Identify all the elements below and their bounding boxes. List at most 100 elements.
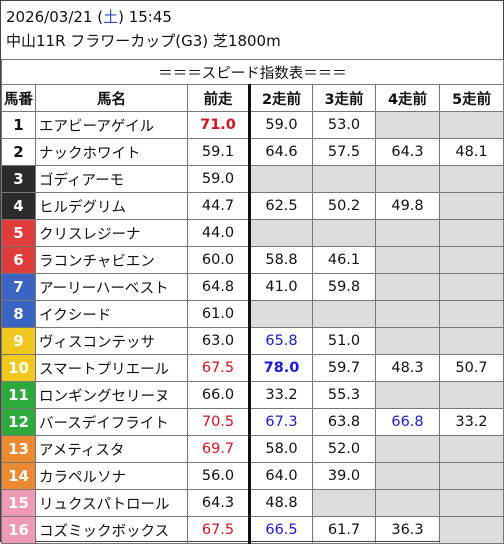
empty-index-cell — [438, 300, 504, 328]
speed-index-value: 64.6 — [249, 138, 313, 166]
speed-index-value: 50.2 — [312, 192, 376, 220]
speed-index-value: 44.0 — [187, 219, 251, 247]
table-row: 15 リュクスパトロール 64.3 48.8 — [1, 489, 504, 517]
horse-number: 12 — [1, 408, 36, 436]
speed-index-value: 64.8 — [187, 273, 251, 301]
speed-index-value: 67.3 — [249, 408, 313, 436]
empty-index-cell — [438, 165, 504, 193]
horse-name: イクシード — [35, 300, 188, 328]
speed-index-value: 39.0 — [312, 462, 376, 490]
column-header-2-races-ago: 2走前 — [249, 84, 313, 112]
speed-index-value: 59.1 — [187, 138, 251, 166]
empty-index-cell — [375, 246, 440, 274]
empty-index-cell — [375, 219, 440, 247]
speed-index-value: 71.0 — [187, 111, 251, 139]
empty-index-cell — [438, 516, 504, 544]
speed-index-value: 49.8 — [375, 192, 440, 220]
speed-index-value: 65.8 — [249, 327, 313, 355]
column-header-number: 馬番 — [1, 84, 36, 112]
empty-index-cell — [312, 489, 376, 517]
horse-name: アーリーハーベスト — [35, 273, 188, 301]
table-row: 13 アメティスタ 69.7 58.0 52.0 — [1, 435, 504, 463]
table-row: 4 ヒルデグリム 44.7 62.5 50.2 49.8 — [1, 192, 504, 220]
empty-index-cell — [312, 300, 376, 328]
horse-number: 3 — [1, 165, 36, 193]
column-header-5-races-ago: 5走前 — [438, 84, 504, 112]
speed-index-value: 61.7 — [312, 516, 376, 544]
speed-index-value: 60.0 — [187, 246, 251, 274]
speed-index-value: 66.0 — [187, 381, 251, 409]
speed-index-value: 36.3 — [375, 516, 440, 544]
empty-index-cell — [375, 111, 440, 139]
speed-index-value: 59.8 — [312, 273, 376, 301]
speed-index-value: 69.7 — [187, 435, 251, 463]
horse-name: アメティスタ — [35, 435, 188, 463]
speed-index-value: 59.0 — [187, 165, 251, 193]
empty-index-cell — [312, 219, 376, 247]
weekday-text: 土 — [103, 8, 119, 26]
date-text: 2026/03/21 ( — [6, 8, 104, 26]
speed-index-value: 58.8 — [249, 246, 313, 274]
horse-number: 16 — [1, 516, 36, 544]
empty-index-cell — [438, 219, 504, 247]
empty-index-cell — [375, 462, 440, 490]
empty-index-cell — [438, 273, 504, 301]
empty-index-cell — [438, 111, 504, 139]
speed-index-value: 70.5 — [187, 408, 251, 436]
empty-index-cell — [249, 165, 313, 193]
empty-index-cell — [249, 219, 313, 247]
table-row: 5 クリスレジーナ 44.0 — [1, 219, 504, 247]
speed-index-value: 64.3 — [375, 138, 440, 166]
empty-index-cell — [249, 300, 313, 328]
speed-index-value: 67.5 — [187, 354, 251, 382]
horse-name: スマートプリエール — [35, 354, 188, 382]
column-header-4-races-ago: 4走前 — [375, 84, 440, 112]
horse-number: 10 — [1, 354, 36, 382]
speed-index-value: 59.0 — [249, 111, 313, 139]
table-header-row: 馬番 馬名 前走 2走前 3走前 4走前 5走前 — [1, 84, 504, 112]
speed-index-value: 51.0 — [312, 327, 376, 355]
table-row: 12 バースデイフライト 70.5 67.3 63.8 66.8 33.2 — [1, 408, 504, 436]
horse-number: 4 — [1, 192, 36, 220]
horse-number: 5 — [1, 219, 36, 247]
empty-index-cell — [375, 489, 440, 517]
empty-index-cell — [438, 327, 504, 355]
empty-index-cell — [438, 381, 504, 409]
speed-index-value: 63.8 — [312, 408, 376, 436]
horse-name: ゴディアーモ — [35, 165, 188, 193]
horse-number: 8 — [1, 300, 36, 328]
horse-name: ヴィスコンテッサ — [35, 327, 188, 355]
horse-name: クリスレジーナ — [35, 219, 188, 247]
speed-index-value: 33.2 — [249, 381, 313, 409]
horse-name: ラコンチャビエン — [35, 246, 188, 274]
horse-name: ヒルデグリム — [35, 192, 188, 220]
speed-index-value: 58.0 — [249, 435, 313, 463]
empty-index-cell — [438, 192, 504, 220]
race-title: 中山11R フラワーカップ(G3) 芝1800m — [6, 32, 281, 50]
table-row: 2 ナックホワイト 59.1 64.6 57.5 64.3 48.1 — [1, 138, 504, 166]
speed-index-value: 53.0 — [312, 111, 376, 139]
speed-index-table: ＝＝＝スピード指数表＝＝＝ 馬番 馬名 前走 2走前 3走前 4走前 5走前 1… — [0, 59, 504, 544]
horse-name: コズミックボックス — [35, 516, 188, 544]
horse-number: 7 — [1, 273, 36, 301]
table-row: 11 ロンギングセリーヌ 66.0 33.2 55.3 — [1, 381, 504, 409]
column-header-3-races-ago: 3走前 — [312, 84, 376, 112]
speed-index-value: 44.7 — [187, 192, 251, 220]
empty-index-cell — [375, 435, 440, 463]
speed-index-value: 67.5 — [187, 516, 251, 544]
horse-number: 15 — [1, 489, 36, 517]
table-row: 14 カラペルソナ 56.0 64.0 39.0 — [1, 462, 504, 490]
speed-index-value: 56.0 — [187, 462, 251, 490]
horse-name: エアビーアゲイル — [35, 111, 188, 139]
speed-index-value: 48.8 — [249, 489, 313, 517]
horse-name: ナックホワイト — [35, 138, 188, 166]
horse-name: カラペルソナ — [35, 462, 188, 490]
empty-index-cell — [375, 300, 440, 328]
horse-number: 14 — [1, 462, 36, 490]
speed-index-value: 64.3 — [187, 489, 251, 517]
empty-index-cell — [438, 489, 504, 517]
speed-index-value: 59.7 — [312, 354, 376, 382]
table-row: 1 エアビーアゲイル 71.0 59.0 53.0 — [1, 111, 504, 139]
horse-number: 2 — [1, 138, 36, 166]
